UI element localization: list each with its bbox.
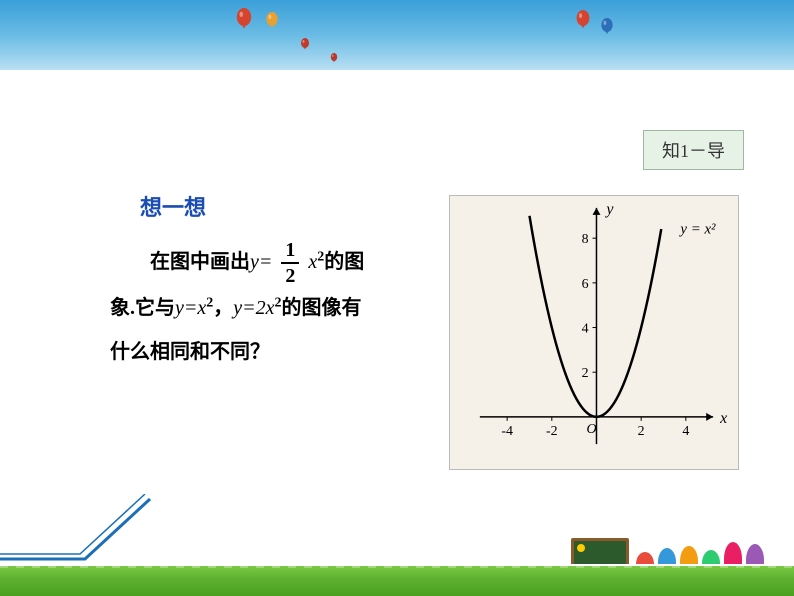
parabola-chart: -4 -2 2 4 2 4 6 8 Ox y y = x² [449, 195, 739, 470]
svg-text:y: y [604, 201, 614, 218]
svg-text:-2: -2 [546, 424, 558, 439]
chart-svg: -4 -2 2 4 2 4 6 8 Ox y y = x² [450, 196, 738, 469]
svg-text:2: 2 [638, 424, 645, 439]
svg-text:-4: -4 [501, 424, 513, 439]
text-part-2a: 象.它与 [110, 297, 175, 319]
corner-decoration [0, 494, 160, 564]
comma: ， [213, 297, 233, 319]
text-part-2b: 的图像有 [282, 297, 362, 319]
sq-3: 2 [275, 296, 282, 311]
question-text: 在图中画出y= 1 2 x2的图 象.它与y=x2，y=2x2的图像有 什么相同… [110, 240, 430, 374]
svg-text:x: x [719, 410, 727, 427]
cloud-border [0, 70, 794, 100]
svg-text:4: 4 [582, 322, 589, 337]
svg-text:4: 4 [682, 424, 689, 439]
grass-footer [0, 564, 794, 596]
frac-denominator: 2 [281, 264, 299, 286]
main-content: 想一想 在图中画出y= 1 2 x2的图 象.它与y=x2，y=2x2的图像有 … [110, 190, 430, 374]
svg-text:6: 6 [582, 277, 589, 292]
svg-text:y = x²: y = x² [678, 222, 716, 238]
y-equals: y= [250, 251, 272, 273]
svg-text:O: O [587, 422, 597, 437]
text-part-3: 什么相同和不同？ [110, 341, 270, 363]
think-heading: 想一想 [140, 190, 430, 222]
x-var: x [308, 251, 317, 273]
fraction-half: 1 2 [281, 240, 299, 286]
svg-text:8: 8 [582, 232, 589, 247]
topic-tag: 知1－导 [643, 130, 744, 170]
text-part-1b: 的图 [324, 251, 364, 273]
text-part-1a: 在图中画出 [150, 251, 250, 273]
y-x2: y=x [175, 297, 206, 319]
y-2x2: y=2x [233, 297, 274, 319]
frac-numerator: 1 [281, 240, 299, 264]
svg-text:2: 2 [582, 366, 589, 381]
